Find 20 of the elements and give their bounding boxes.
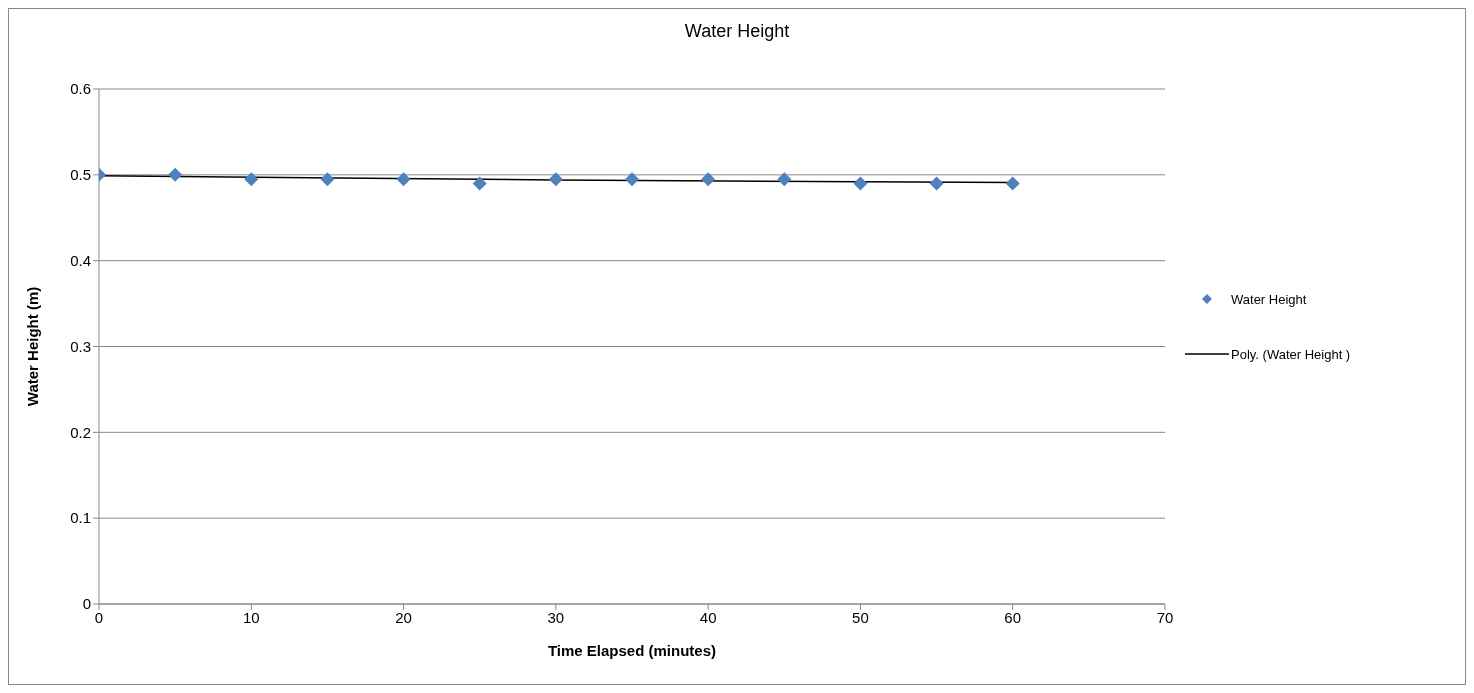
legend-label: Poly. (Water Height ) — [1231, 346, 1351, 362]
x-tick-label: 60 — [1004, 608, 1022, 626]
y-tick-label: 0 — [82, 595, 91, 613]
x-tick-label: 10 — [242, 608, 260, 626]
legend-label: Water Height — [1231, 291, 1307, 307]
y-tick-label: 0.2 — [70, 423, 91, 441]
y-axis-title: Water Height (m) — [24, 286, 42, 407]
x-tick-label: 30 — [547, 608, 565, 626]
x-tick-label: 20 — [395, 608, 412, 626]
y-tick-label: 0.4 — [70, 251, 91, 269]
x-tick-label: 70 — [1156, 608, 1174, 626]
x-tick-label: 40 — [699, 608, 717, 626]
y-tick-label: 0.1 — [70, 509, 91, 527]
y-tick-label: 0.6 — [70, 80, 91, 98]
y-tick-label: 0.3 — [70, 337, 91, 355]
x-tick-label: 0 — [94, 608, 104, 626]
x-axis-title: Time Elapsed (minutes) — [547, 642, 717, 659]
chart-title: Water Height — [683, 21, 791, 42]
y-tick-label: 0.5 — [70, 166, 91, 184]
x-tick-label: 50 — [852, 608, 869, 626]
